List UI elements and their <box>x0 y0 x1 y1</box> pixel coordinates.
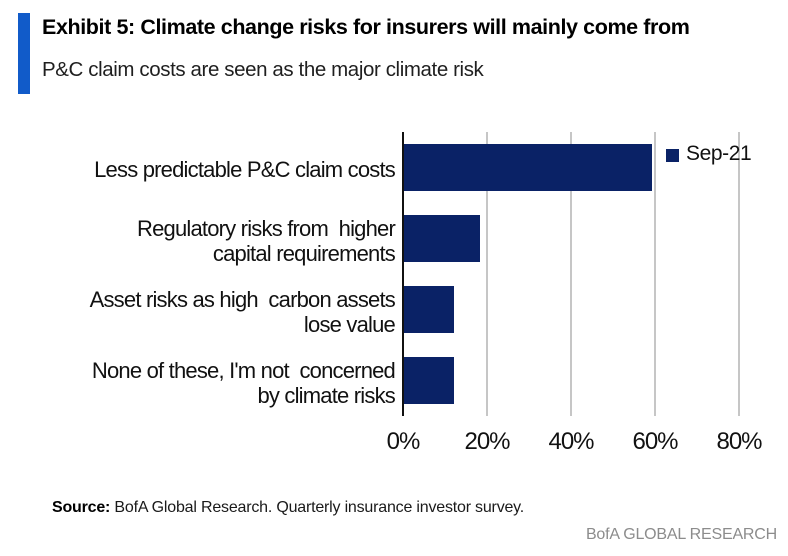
exhibit-title: Exhibit 5: Climate change risks for insu… <box>42 15 690 39</box>
legend-swatch-icon <box>666 148 679 162</box>
legend-label: Sep-21 <box>686 142 752 165</box>
x-tick-label-80: 80% <box>716 428 762 455</box>
source-label: Source: <box>52 499 111 516</box>
exhibit-subtitle: P&C claim costs are seen as the major cl… <box>42 58 484 81</box>
brand-line: BofA GLOBAL RESEARCH <box>585 526 777 543</box>
legend: Sep-21 <box>666 142 752 166</box>
x-tick-label-0: 0% <box>386 428 421 455</box>
title-accent-bar <box>18 13 30 94</box>
source-text: BofA Global Research. Quarterly insuranc… <box>110 499 525 516</box>
category-label-2: Regulatory risks from higher capital requ… <box>136 215 396 266</box>
category-label-1: Less predictable P&C claim costs <box>94 157 396 182</box>
bar-category-4 <box>404 357 455 404</box>
x-tick-label-20: 20% <box>464 428 510 455</box>
category-label-3: Asset risks as high carbon assets lose va… <box>89 286 396 337</box>
plot-area <box>402 132 760 416</box>
x-tick-label-60: 60% <box>632 428 678 455</box>
x-tick-label-40: 40% <box>548 428 594 455</box>
gridline-80 <box>738 132 740 416</box>
y-axis-line <box>402 132 404 416</box>
x-axis-tick-labels: 0% 20% 40% 60% 80% <box>0 428 788 458</box>
gridline-40 <box>570 132 572 416</box>
gridline-60 <box>654 132 656 416</box>
source-line: Source: BofA Global Research. Quarterly … <box>52 497 524 518</box>
bar-category-2 <box>404 215 480 262</box>
gridline-20 <box>486 132 488 416</box>
category-axis-labels: Less predictable P&C claim costs Regulato… <box>0 0 396 430</box>
bar-category-3 <box>404 286 455 333</box>
bar-category-1 <box>404 144 652 191</box>
category-label-4: None of these, I'm not concerned by clima… <box>91 357 396 408</box>
